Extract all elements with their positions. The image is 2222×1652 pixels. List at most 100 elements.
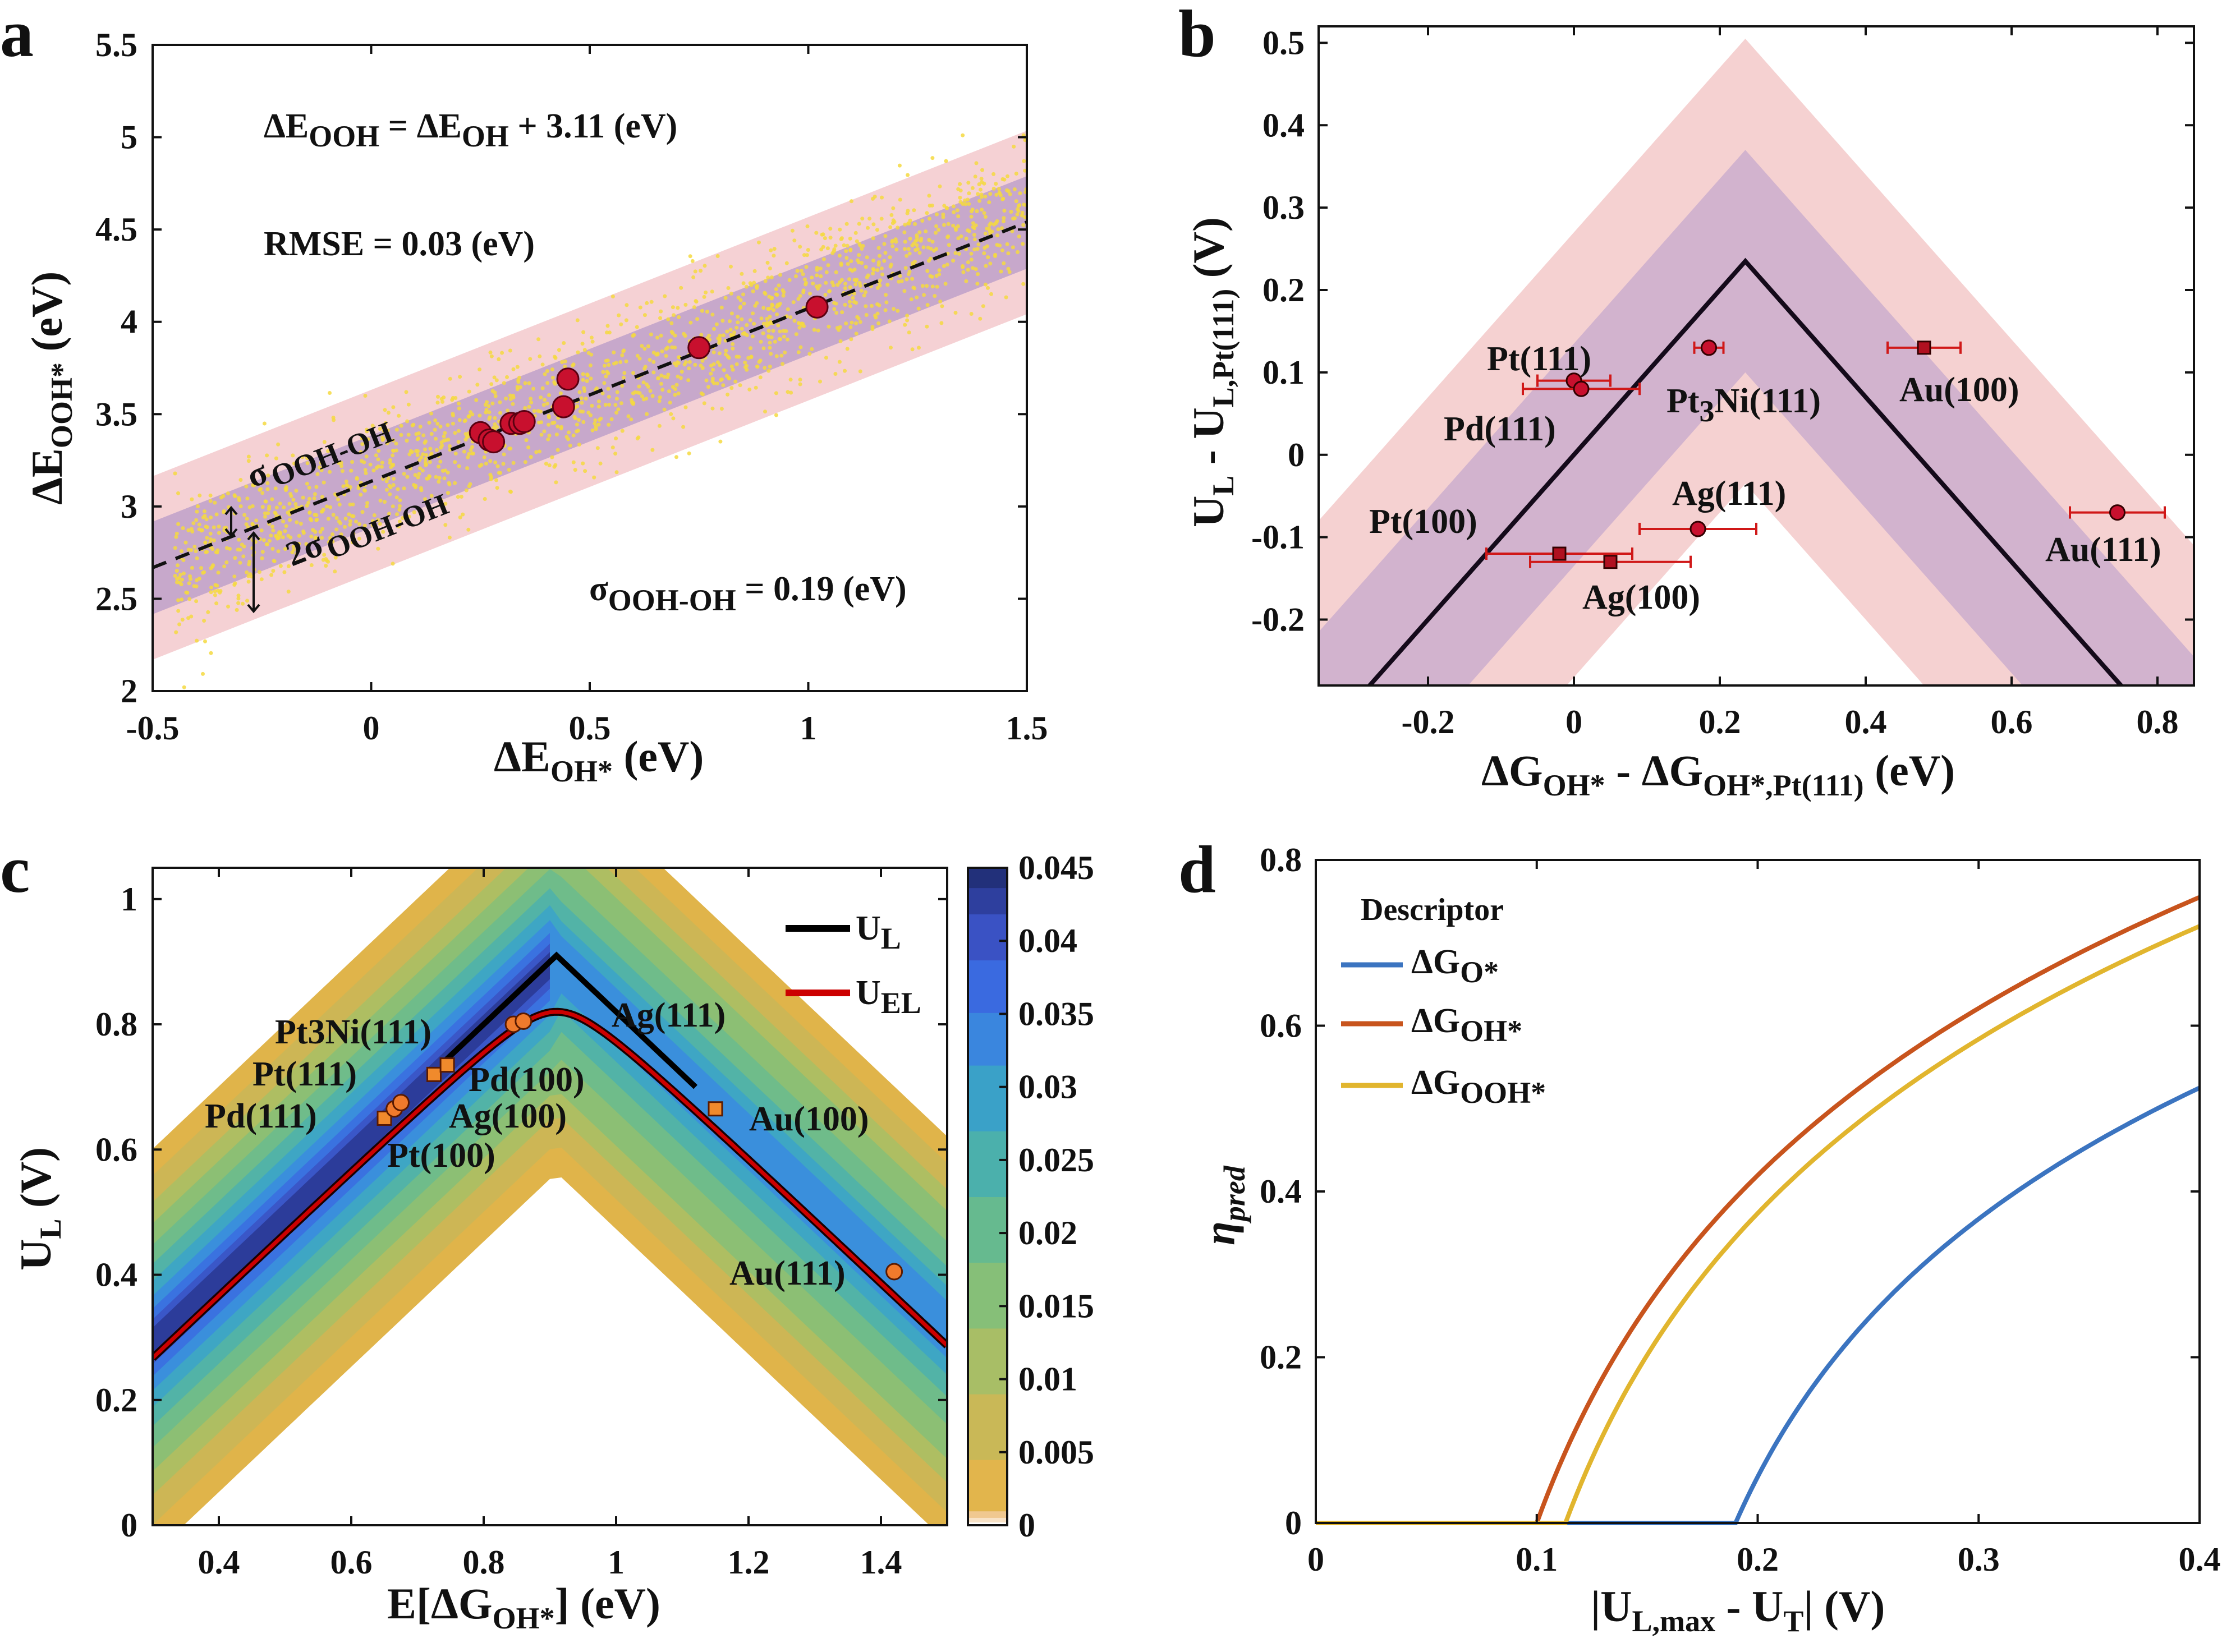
scatter-dot [437, 476, 442, 480]
scatter-dot [457, 406, 461, 411]
scatter-dot [905, 314, 910, 318]
scatter-dot [236, 593, 241, 598]
scatter-dot [523, 406, 527, 410]
scatter-dot [442, 476, 447, 481]
scatter-dot [453, 452, 458, 455]
scatter-dot [237, 537, 241, 542]
data-point [482, 430, 506, 454]
scatter-dot [731, 342, 735, 346]
data-point-square [1552, 546, 1567, 561]
scatter-dot [291, 453, 295, 458]
scatter-dot [269, 573, 274, 577]
scatter-dot [772, 254, 776, 258]
scatter-dot [447, 481, 451, 485]
scatter-dot [282, 570, 287, 574]
x-axis-label: ΔEOH* (eV) [494, 732, 704, 788]
scatter-dot [345, 483, 350, 487]
scatter-dot [541, 403, 546, 407]
scatter-dot [453, 481, 457, 485]
scatter-dot [412, 510, 416, 514]
scatter-dot [201, 570, 205, 575]
scatter-dot [529, 455, 533, 459]
scatter-dot [700, 366, 705, 370]
scatter-dot [378, 522, 382, 526]
scatter-dot [440, 399, 445, 404]
scatter-dot [416, 449, 420, 453]
scatter-dot [848, 285, 852, 289]
scatter-dot [494, 378, 499, 383]
series-line [1316, 895, 2201, 1525]
scatter-dot [495, 486, 499, 490]
scatter-dot [1015, 212, 1020, 217]
scatter-dot [605, 330, 609, 335]
scatter-dot [189, 527, 194, 531]
scatter-dot [802, 324, 806, 328]
scatter-dot [777, 337, 782, 341]
scatter-dot [1012, 144, 1016, 149]
x-axis-label: E[ΔGOH*] (eV) [387, 1579, 660, 1635]
scatter-dot [913, 222, 917, 226]
scatter-dot [590, 428, 595, 432]
y-axis-label: ηpred [1195, 1165, 1251, 1245]
scatter-dot [832, 249, 836, 254]
scatter-dot [683, 302, 688, 307]
scatter-dot [334, 527, 339, 532]
scatter-dot [738, 305, 743, 309]
scatter-dot [175, 569, 179, 573]
scatter-dot [571, 362, 576, 367]
scatter-dot [871, 272, 875, 275]
scatter-dot [857, 222, 861, 226]
scatter-dot [763, 409, 767, 414]
scatter-dot [834, 311, 839, 315]
scatter-dot [848, 236, 852, 241]
scatter-dot [196, 504, 200, 508]
scatter-dot [366, 437, 370, 441]
scatter-dot [726, 286, 731, 290]
scatter-dot [208, 537, 213, 541]
scatter-dot [511, 393, 515, 398]
scatter-dot [440, 443, 444, 448]
scatter-dot [186, 528, 191, 532]
scatter-dot [662, 407, 667, 412]
scatter-dot [785, 337, 789, 342]
scatter-dot [547, 393, 551, 397]
scatter-dot [622, 371, 627, 375]
scatter-dot [604, 374, 608, 379]
scatter-dot [354, 519, 358, 524]
data-point-square [708, 1101, 723, 1117]
scatter-dot [197, 527, 201, 532]
scatter-dot [1012, 187, 1017, 191]
scatter-dot [758, 375, 763, 380]
x-tick-label: 0.6 [1991, 703, 2033, 740]
scatter-dot [451, 421, 455, 426]
sigma-arrow [224, 505, 238, 538]
scatter-dot [391, 483, 396, 487]
scatter-dot [433, 427, 437, 432]
scatter-dot [766, 307, 770, 311]
scatter-dot [666, 317, 671, 321]
data-point [1701, 339, 1717, 356]
scatter-dot [319, 461, 323, 465]
scatter-dot [798, 382, 802, 386]
panel-b-plot-area [1319, 39, 2194, 685]
scatter-dot [876, 246, 881, 250]
scatter-dot [550, 455, 554, 459]
scatter-dot [328, 536, 332, 540]
scatter-dot [622, 375, 626, 380]
panel-c-frame [152, 867, 948, 1526]
colorbar-segment [968, 1393, 1007, 1460]
scatter-dot [983, 231, 988, 236]
scatter-dot [850, 199, 853, 204]
scatter-dot [668, 401, 672, 405]
scatter-dot [732, 330, 736, 334]
scatter-dot [941, 212, 945, 217]
scatter-dot [907, 251, 912, 256]
scatter-dot [209, 585, 214, 590]
scatter-dot [607, 422, 611, 427]
scatter-dot [957, 252, 961, 256]
scatter-dot [508, 397, 513, 401]
scatter-dot [782, 334, 786, 339]
scatter-dot [489, 354, 494, 358]
scatter-dot [382, 429, 386, 433]
scatter-dot [919, 238, 923, 243]
